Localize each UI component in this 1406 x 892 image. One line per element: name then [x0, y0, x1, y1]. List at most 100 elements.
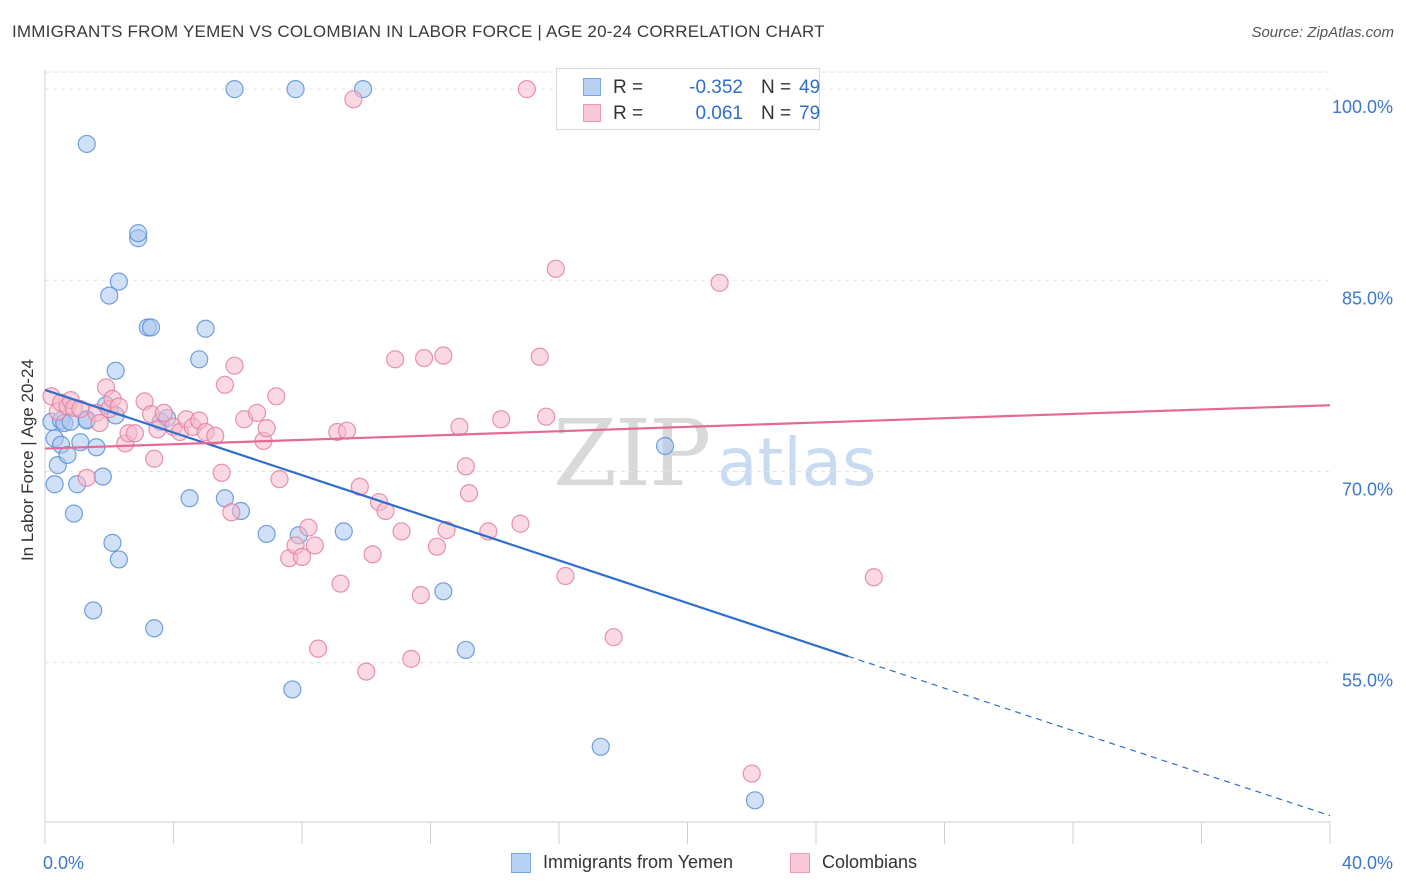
- colombian-point: [530, 347, 549, 366]
- yemen-point: [655, 436, 675, 456]
- yemen-point: [45, 475, 64, 494]
- colombian-point: [459, 484, 479, 503]
- y-tick-label: 70.0%: [1342, 479, 1393, 499]
- colombian-point: [427, 537, 447, 556]
- colombian-point: [154, 403, 173, 422]
- chart-title: IMMIGRANTS FROM YEMEN VS COLOMBIAN IN LA…: [12, 22, 825, 41]
- yemen-point: [84, 601, 103, 620]
- y-axis-label: In Labor Force | Age 20-24: [18, 359, 37, 561]
- yemen-point: [190, 350, 209, 369]
- yemen-point: [591, 737, 610, 756]
- n-label: N =: [761, 77, 792, 98]
- y-tick-label: 85.0%: [1342, 288, 1393, 308]
- colombian-point: [344, 90, 363, 109]
- colombian-point: [357, 662, 376, 681]
- colombian-point: [710, 273, 729, 292]
- colombian-point: [456, 457, 475, 476]
- yemen-point: [456, 640, 475, 660]
- colombian-point: [450, 417, 469, 436]
- r-value: -0.352: [689, 77, 743, 98]
- colombian-point: [604, 628, 623, 647]
- colombian-point: [257, 419, 276, 438]
- colombian-point: [492, 410, 511, 429]
- yemen-point: [109, 272, 128, 291]
- yemen-point: [77, 134, 96, 154]
- colombian-point: [90, 413, 109, 433]
- r-label: R =: [613, 103, 644, 124]
- yemen-swatch: [583, 78, 601, 96]
- colombian-point: [363, 545, 382, 564]
- colombian-point: [402, 649, 421, 668]
- colombian-point: [267, 387, 286, 406]
- colombian-point: [537, 407, 556, 426]
- colombian-point: [392, 522, 411, 541]
- y-tick-label: 55.0%: [1342, 671, 1393, 691]
- colombian-point: [308, 639, 328, 658]
- colombian-point: [556, 566, 575, 586]
- yemen-point: [283, 680, 302, 699]
- yemen-point: [225, 80, 244, 99]
- colombian-point: [77, 468, 96, 487]
- colombian-point: [434, 346, 453, 365]
- n-value: 79: [799, 103, 821, 124]
- colombian-point: [437, 521, 456, 540]
- watermark-zip: ZIP: [553, 400, 711, 507]
- yemen-point: [145, 619, 164, 638]
- colombian-point: [331, 574, 350, 593]
- colombian-point: [145, 449, 164, 468]
- colombian-point: [414, 348, 434, 368]
- stats-legend: R = -0.352 N = 49 R = 0.061 N = 79: [556, 68, 820, 130]
- colombian-point: [225, 356, 244, 375]
- colombian-point: [299, 518, 318, 537]
- y-tick-label: 100.0%: [1332, 97, 1393, 117]
- yemen-trend-extension: [847, 655, 1331, 817]
- n-label: N =: [761, 103, 792, 124]
- colombian-point: [206, 426, 225, 445]
- source-label: Source: ZipAtlas.com: [1251, 24, 1394, 41]
- yemen-legend-label: Immigrants from Yemen: [543, 852, 734, 872]
- colombian-point: [742, 764, 761, 783]
- yemen-point: [286, 80, 305, 99]
- yemen-point: [93, 467, 112, 486]
- colombian-point: [222, 503, 241, 522]
- yemen-point: [257, 524, 276, 544]
- yemen-trend-line: [44, 388, 849, 658]
- yemen-point: [141, 318, 161, 337]
- colombians-legend-swatch: [790, 853, 810, 873]
- yemen-point: [334, 522, 353, 541]
- colombian-point: [247, 403, 267, 422]
- yemen-point: [434, 582, 453, 601]
- colombian-point: [270, 470, 289, 489]
- r-label: R =: [613, 77, 644, 98]
- x-tick-label: 0.0%: [43, 853, 84, 873]
- x-tick-label: 40.0%: [1342, 853, 1393, 873]
- watermark-atlas: atlas: [717, 424, 877, 501]
- colombian-point: [511, 514, 530, 533]
- colombian-point: [215, 375, 234, 394]
- colombian-trend-line: [44, 404, 1331, 450]
- colombian-point: [292, 547, 312, 566]
- colombians-legend-label: Colombians: [822, 852, 918, 872]
- yemen-point: [129, 224, 148, 243]
- colombian-point: [125, 424, 145, 443]
- yemen-point: [103, 533, 122, 552]
- colombian-point: [411, 586, 430, 605]
- colombian-point: [386, 350, 405, 369]
- colombian-point: [305, 536, 324, 555]
- yemen-point: [180, 489, 199, 508]
- yemen-point: [745, 791, 765, 810]
- colombians-swatch: [583, 104, 601, 122]
- colombian-point: [864, 568, 883, 587]
- yemen-point: [100, 286, 119, 305]
- n-value: 49: [799, 77, 821, 98]
- yemen-point: [106, 361, 125, 380]
- r-value: 0.061: [695, 103, 743, 124]
- yemen-point: [58, 445, 77, 465]
- yemen-legend-swatch: [511, 853, 531, 873]
- colombian-point: [337, 421, 357, 440]
- colombian-point: [546, 259, 565, 278]
- yemen-point: [196, 319, 215, 338]
- colombian-point: [212, 463, 231, 482]
- yemen-point: [109, 550, 128, 569]
